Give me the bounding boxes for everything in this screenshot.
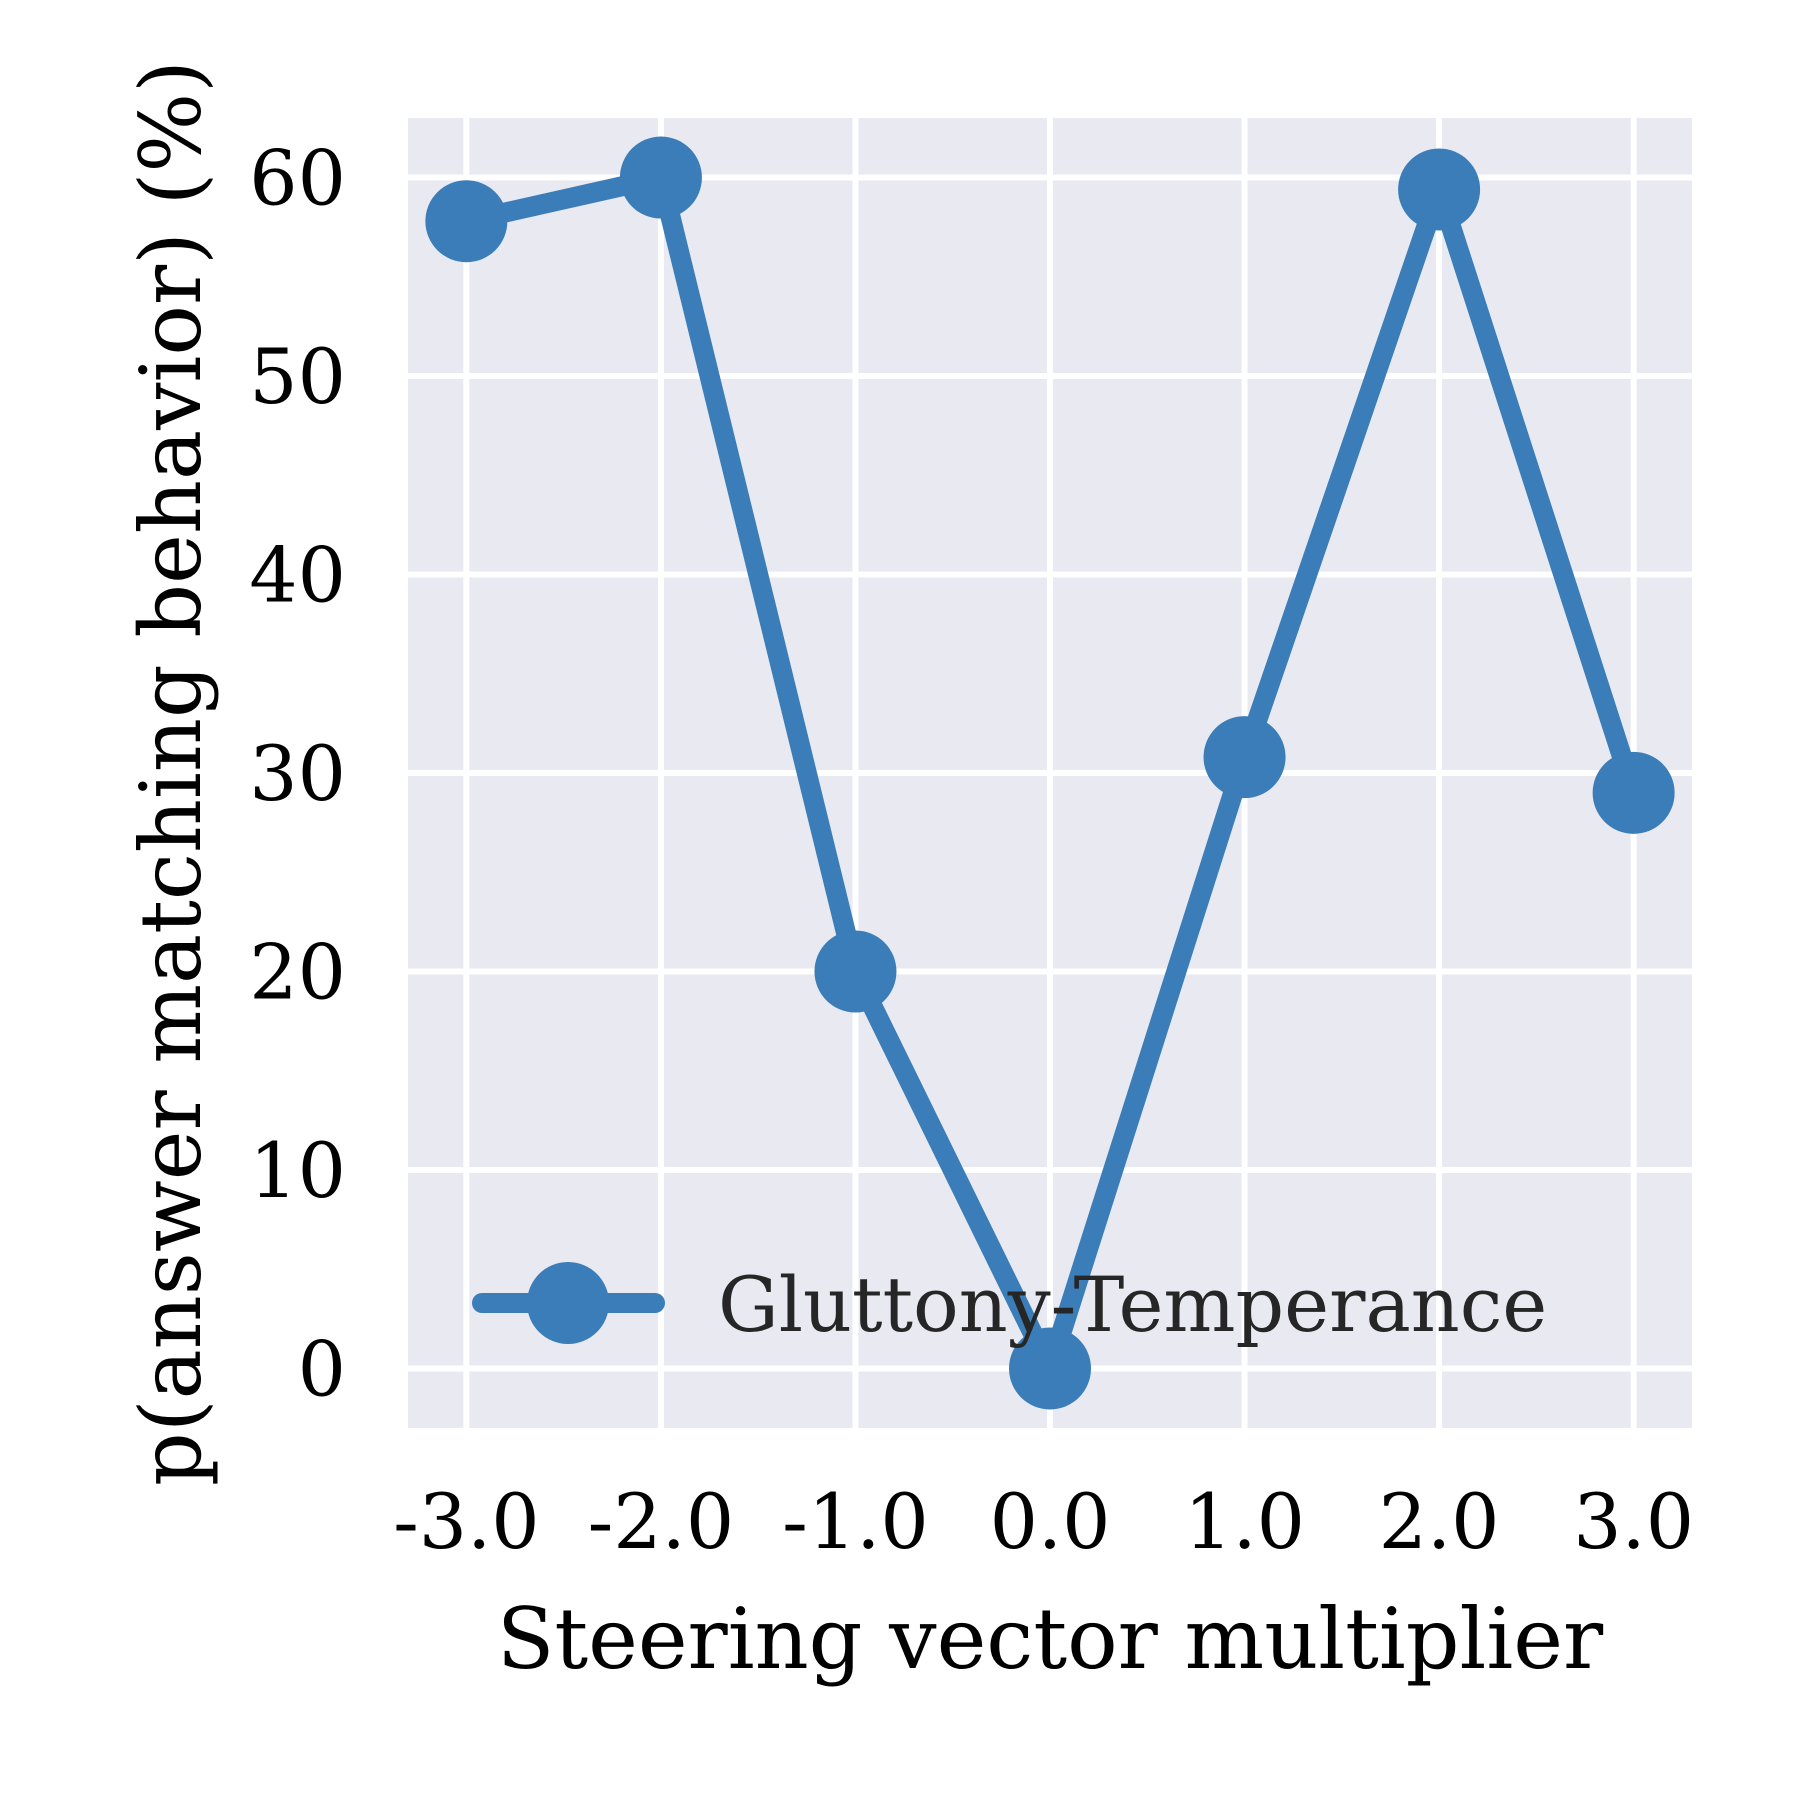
- x-tick-label: -1.0: [782, 1477, 929, 1566]
- x-tick-label: -2.0: [588, 1477, 735, 1566]
- data-point: [619, 136, 702, 219]
- y-tick-label: 0: [298, 1324, 346, 1413]
- y-tick-labels: 0 10 20 30 40 50 60: [249, 134, 346, 1414]
- x-tick-label: 3.0: [1573, 1477, 1694, 1566]
- data-point: [425, 180, 508, 263]
- x-axis-title: Steering vector multiplier: [497, 1590, 1604, 1688]
- x-tick-label: 2.0: [1379, 1477, 1500, 1566]
- y-tick-label: 20: [249, 927, 346, 1016]
- legend-marker: [527, 1262, 609, 1344]
- y-axis-title: p(answer matching behavior) (%): [122, 60, 220, 1486]
- data-point: [1009, 1327, 1091, 1410]
- y-tick-label: 10: [249, 1126, 346, 1215]
- data-point: [1592, 751, 1675, 834]
- data-point: [814, 930, 897, 1013]
- data-point: [1398, 148, 1481, 231]
- y-tick-label: 30: [249, 729, 346, 818]
- grid: [408, 118, 1692, 1428]
- x-tick-label: 0.0: [990, 1477, 1111, 1566]
- legend-label: Gluttony-Temperance: [718, 1260, 1547, 1349]
- data-point: [1203, 716, 1286, 799]
- series-layer: [425, 136, 1675, 1410]
- x-tick-label: -3.0: [393, 1477, 540, 1566]
- legend: Gluttony-Temperance: [472, 1260, 1547, 1349]
- x-tick-labels: -3.0 -2.0 -1.0 0.0 1.0 2.0 3.0: [393, 1477, 1694, 1566]
- y-tick-label: 60: [249, 134, 346, 223]
- x-tick-label: 1.0: [1184, 1477, 1305, 1566]
- y-tick-label: 40: [249, 531, 346, 620]
- y-tick-label: 50: [249, 332, 346, 421]
